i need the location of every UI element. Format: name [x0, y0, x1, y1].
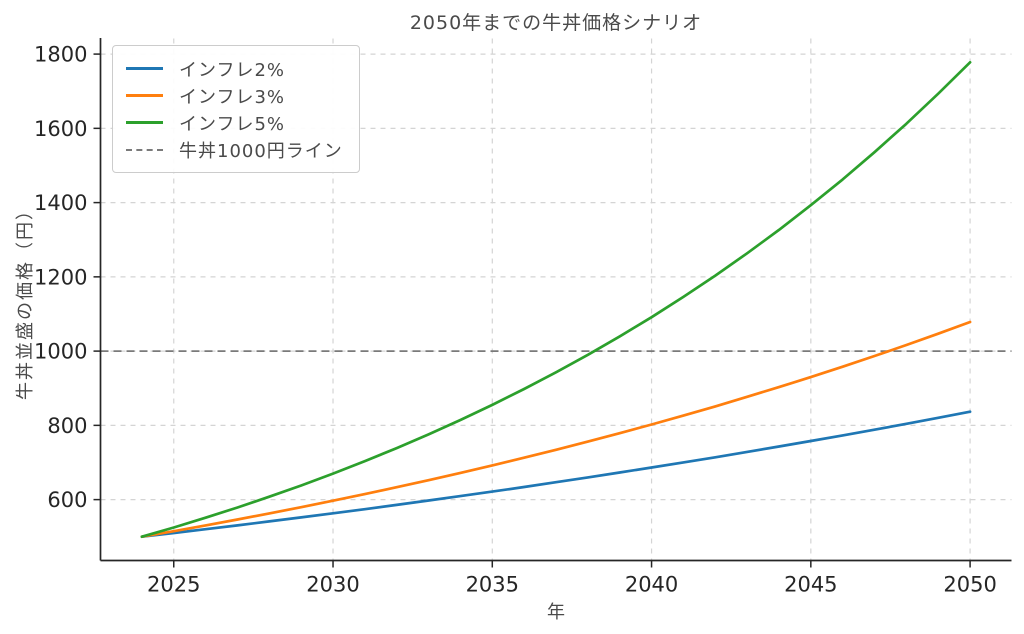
y-tick-label: 1600	[34, 117, 87, 141]
y-axis-ticks: 600 800 1000 1200 1400 1600 1800	[34, 43, 101, 512]
legend-label: 牛丼1000円ライン	[179, 140, 343, 162]
legend-entry-inflation-5: インフレ5%	[126, 109, 343, 136]
legend-label: インフレ3%	[179, 86, 286, 108]
legend-label: インフレ5%	[179, 113, 286, 135]
chart-title: 2050年までの牛丼価格シナリオ	[409, 12, 703, 34]
legend-entry-inflation-2: インフレ2%	[126, 55, 343, 82]
y-tick-label: 1200	[34, 265, 87, 289]
legend-entry-reference-line: 牛丼1000円ライン	[126, 136, 343, 163]
legend: インフレ2% インフレ3% インフレ5% 牛丼1000円ライン	[112, 45, 360, 173]
legend-line-sample-reference	[126, 148, 163, 151]
y-tick-label: 1000	[34, 340, 87, 364]
x-tick-label: 2030	[306, 573, 359, 597]
x-axis-ticks: 2025 2030 2035 2040 2045 2050	[147, 560, 997, 597]
y-tick-label: 600	[47, 488, 87, 512]
y-tick-label: 800	[47, 414, 87, 438]
series-line-0	[140, 410, 972, 539]
x-tick-label: 2045	[784, 573, 837, 597]
x-axis-label: 年	[547, 602, 565, 623]
x-tick-label: 2035	[466, 573, 519, 597]
legend-label: インフレ2%	[179, 59, 286, 81]
y-tick-label: 1400	[34, 191, 87, 215]
series-line-1	[140, 320, 972, 539]
y-axis-label: 牛丼並盛の価格（円）	[15, 200, 36, 400]
legend-entry-inflation-3: インフレ3%	[126, 82, 343, 109]
series-line-2	[140, 60, 972, 539]
legend-line-sample-inflation-5	[126, 121, 163, 124]
legend-line-sample-inflation-2	[126, 67, 163, 70]
legend-line-sample-inflation-3	[126, 94, 163, 97]
x-tick-label: 2040	[625, 573, 678, 597]
x-tick-label: 2050	[943, 573, 996, 597]
y-tick-label: 1800	[34, 43, 87, 67]
x-tick-label: 2025	[147, 573, 200, 597]
